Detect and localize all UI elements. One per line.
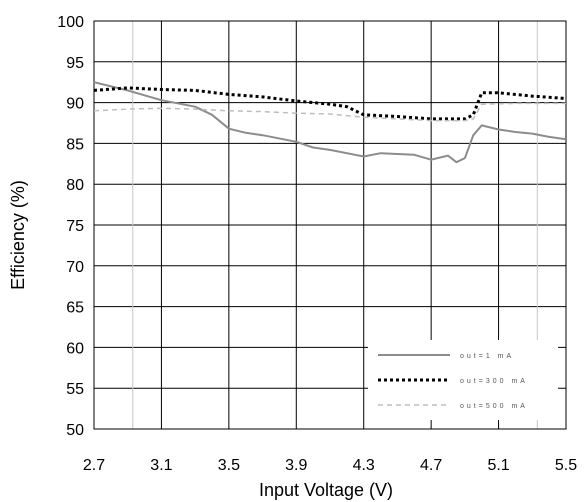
x-tick-label-2: 3.5 (218, 457, 240, 474)
legend: out=1 mA out=300 mA out=500 mA (368, 340, 558, 420)
series-line-2 (93, 102, 566, 122)
y-tick-label-10: 100 (57, 14, 84, 31)
x-axis-label: Input Voltage (V) (259, 480, 393, 500)
y-tick-label-2: 60 (66, 340, 84, 357)
x-tick-label-6: 5.1 (487, 457, 509, 474)
y-tick-label-0: 50 (66, 422, 84, 439)
legend-label-1: out=300 mA (460, 378, 528, 385)
x-tick-label-3: 3.9 (285, 457, 307, 474)
x-tick-label-7: 5.5 (555, 457, 577, 474)
y-tick-label-8: 90 (66, 96, 84, 113)
y-tick-label-6: 80 (66, 177, 84, 194)
series-line-0 (93, 81, 567, 164)
x-tick-label-4: 4.3 (353, 457, 375, 474)
y-tick-label-9: 95 (66, 55, 84, 72)
legend-box (368, 340, 558, 420)
legend-label-0: out=1 mA (460, 353, 514, 360)
y-tick-label-5: 75 (66, 218, 84, 235)
y-tick-label-1: 55 (66, 381, 84, 398)
x-tick-label-1: 3.1 (150, 457, 172, 474)
legend-label-2: out=500 mA (460, 403, 528, 410)
tick-labels: 50 55 60 65 70 75 80 85 90 95 100 2.7 3.1 3.5 3.9 4.3 4.… (57, 14, 577, 474)
series-line-1 (93, 86, 567, 121)
x-tick-label-0: 2.7 (83, 457, 105, 474)
y-axis-label: Efficiency (%) (8, 180, 28, 290)
series-lines (93, 81, 567, 164)
y-tick-label-4: 70 (66, 259, 84, 276)
plot-frame (93, 20, 567, 430)
y-tick-label-7: 85 (66, 136, 84, 153)
x-tick-label-5: 4.7 (420, 457, 442, 474)
y-tick-label-3: 65 (66, 300, 84, 317)
